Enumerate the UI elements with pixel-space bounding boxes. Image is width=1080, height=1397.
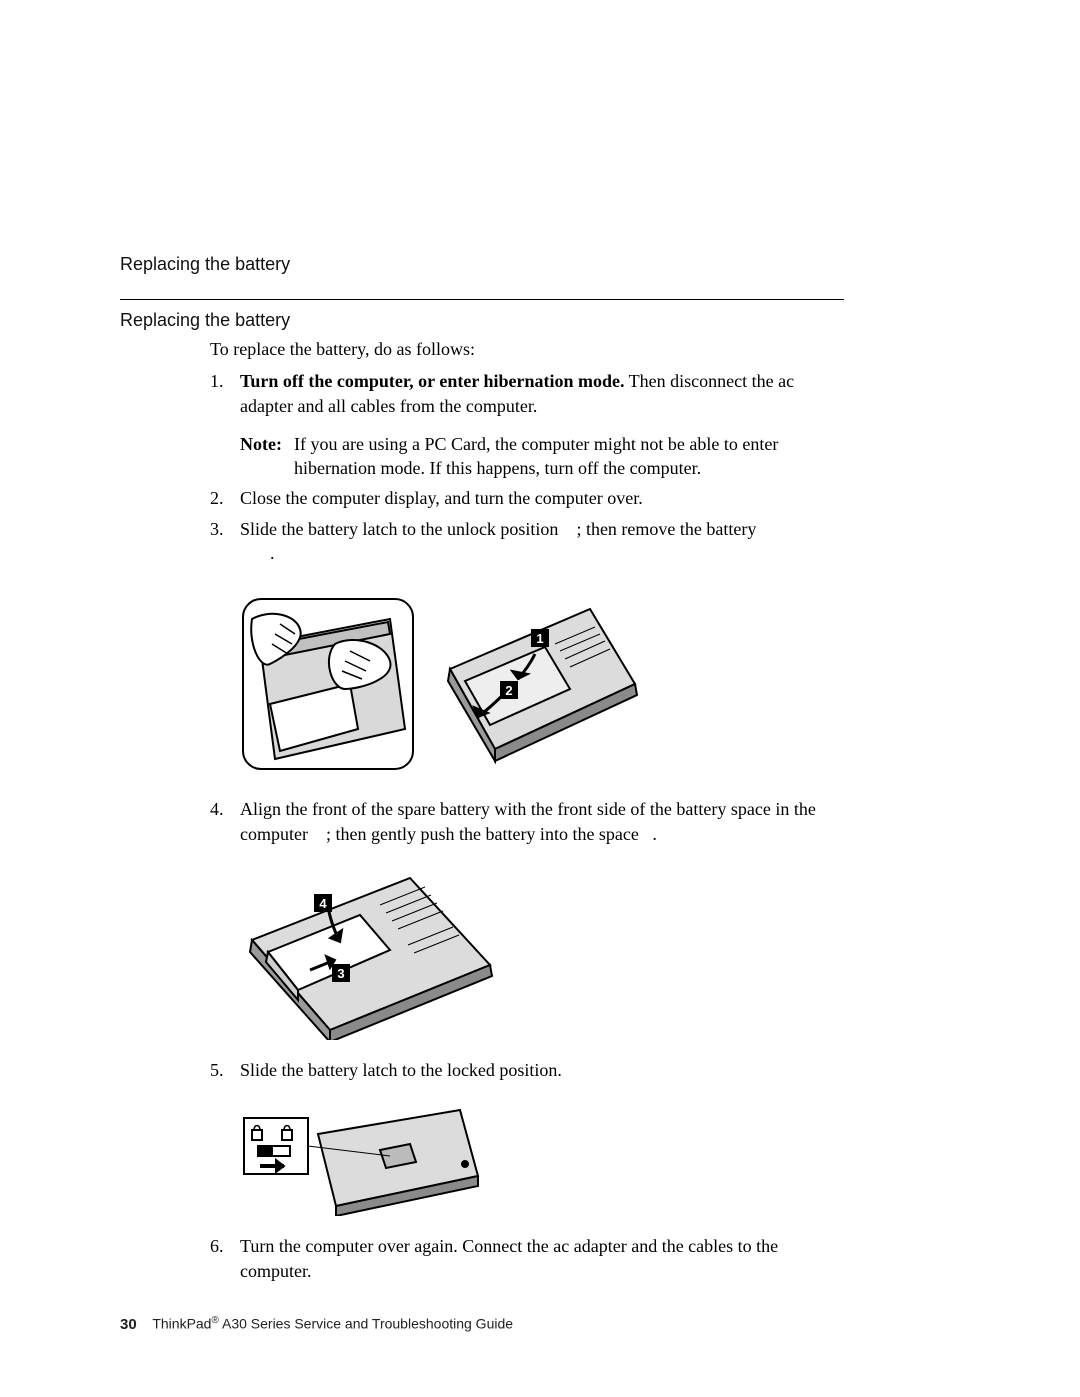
page-number: 30 xyxy=(120,1316,137,1333)
body-block: To replace the battery, do as follows: T… xyxy=(210,337,840,1283)
note-label: Note: xyxy=(240,432,294,481)
step-1-note: Note: If you are using a PC Card, the co… xyxy=(240,432,840,481)
step-5-text: Slide the battery latch to the locked po… xyxy=(240,1060,562,1080)
figure-1-callout-2: 2 xyxy=(505,683,512,698)
section-title: Replacing the battery xyxy=(120,310,844,331)
footer-book-b: A30 Series Service and Troubleshooting G… xyxy=(219,1316,513,1332)
document-page: Replacing the battery Replacing the batt… xyxy=(120,254,844,1289)
step-4-b: ; then gently push the battery into the … xyxy=(326,824,639,844)
steps-list: Turn off the computer, or enter hibernat… xyxy=(210,369,840,1283)
figure-2-callout-3: 3 xyxy=(337,966,344,981)
step-3-a: Slide the battery latch to the unlock po… xyxy=(240,519,558,539)
registered-mark: ® xyxy=(211,1315,218,1326)
figure-3 xyxy=(240,1106,840,1216)
step-4-tail: . xyxy=(652,824,657,844)
figure-2: 4 3 xyxy=(240,870,840,1040)
section-rule xyxy=(120,299,844,300)
step-1: Turn off the computer, or enter hibernat… xyxy=(210,369,840,480)
step-3-b: ; then remove the battery xyxy=(576,519,756,539)
figure-1: 1 2 xyxy=(240,589,840,779)
footer-book-a: ThinkPad xyxy=(152,1316,211,1332)
intro-text: To replace the battery, do as follows: xyxy=(210,337,840,361)
note-text: If you are using a PC Card, the computer… xyxy=(294,432,840,481)
step-4: Align the front of the spare battery wit… xyxy=(210,797,840,1040)
step-3: Slide the battery latch to the unlock po… xyxy=(210,517,840,780)
step-6: Turn the computer over again. Connect th… xyxy=(210,1234,840,1283)
step-2: Close the computer display, and turn the… xyxy=(210,486,840,510)
step-1-lead: Turn off the computer, or enter hibernat… xyxy=(240,371,625,391)
figure-2-callout-4: 4 xyxy=(319,896,327,911)
running-header: Replacing the battery xyxy=(120,254,844,275)
page-footer: 30 ThinkPad® A30 Series Service and Trou… xyxy=(120,1315,513,1333)
step-3-tail: . xyxy=(240,541,840,565)
step-5: Slide the battery latch to the locked po… xyxy=(210,1058,840,1216)
figure-1-callout-1: 1 xyxy=(536,631,543,646)
